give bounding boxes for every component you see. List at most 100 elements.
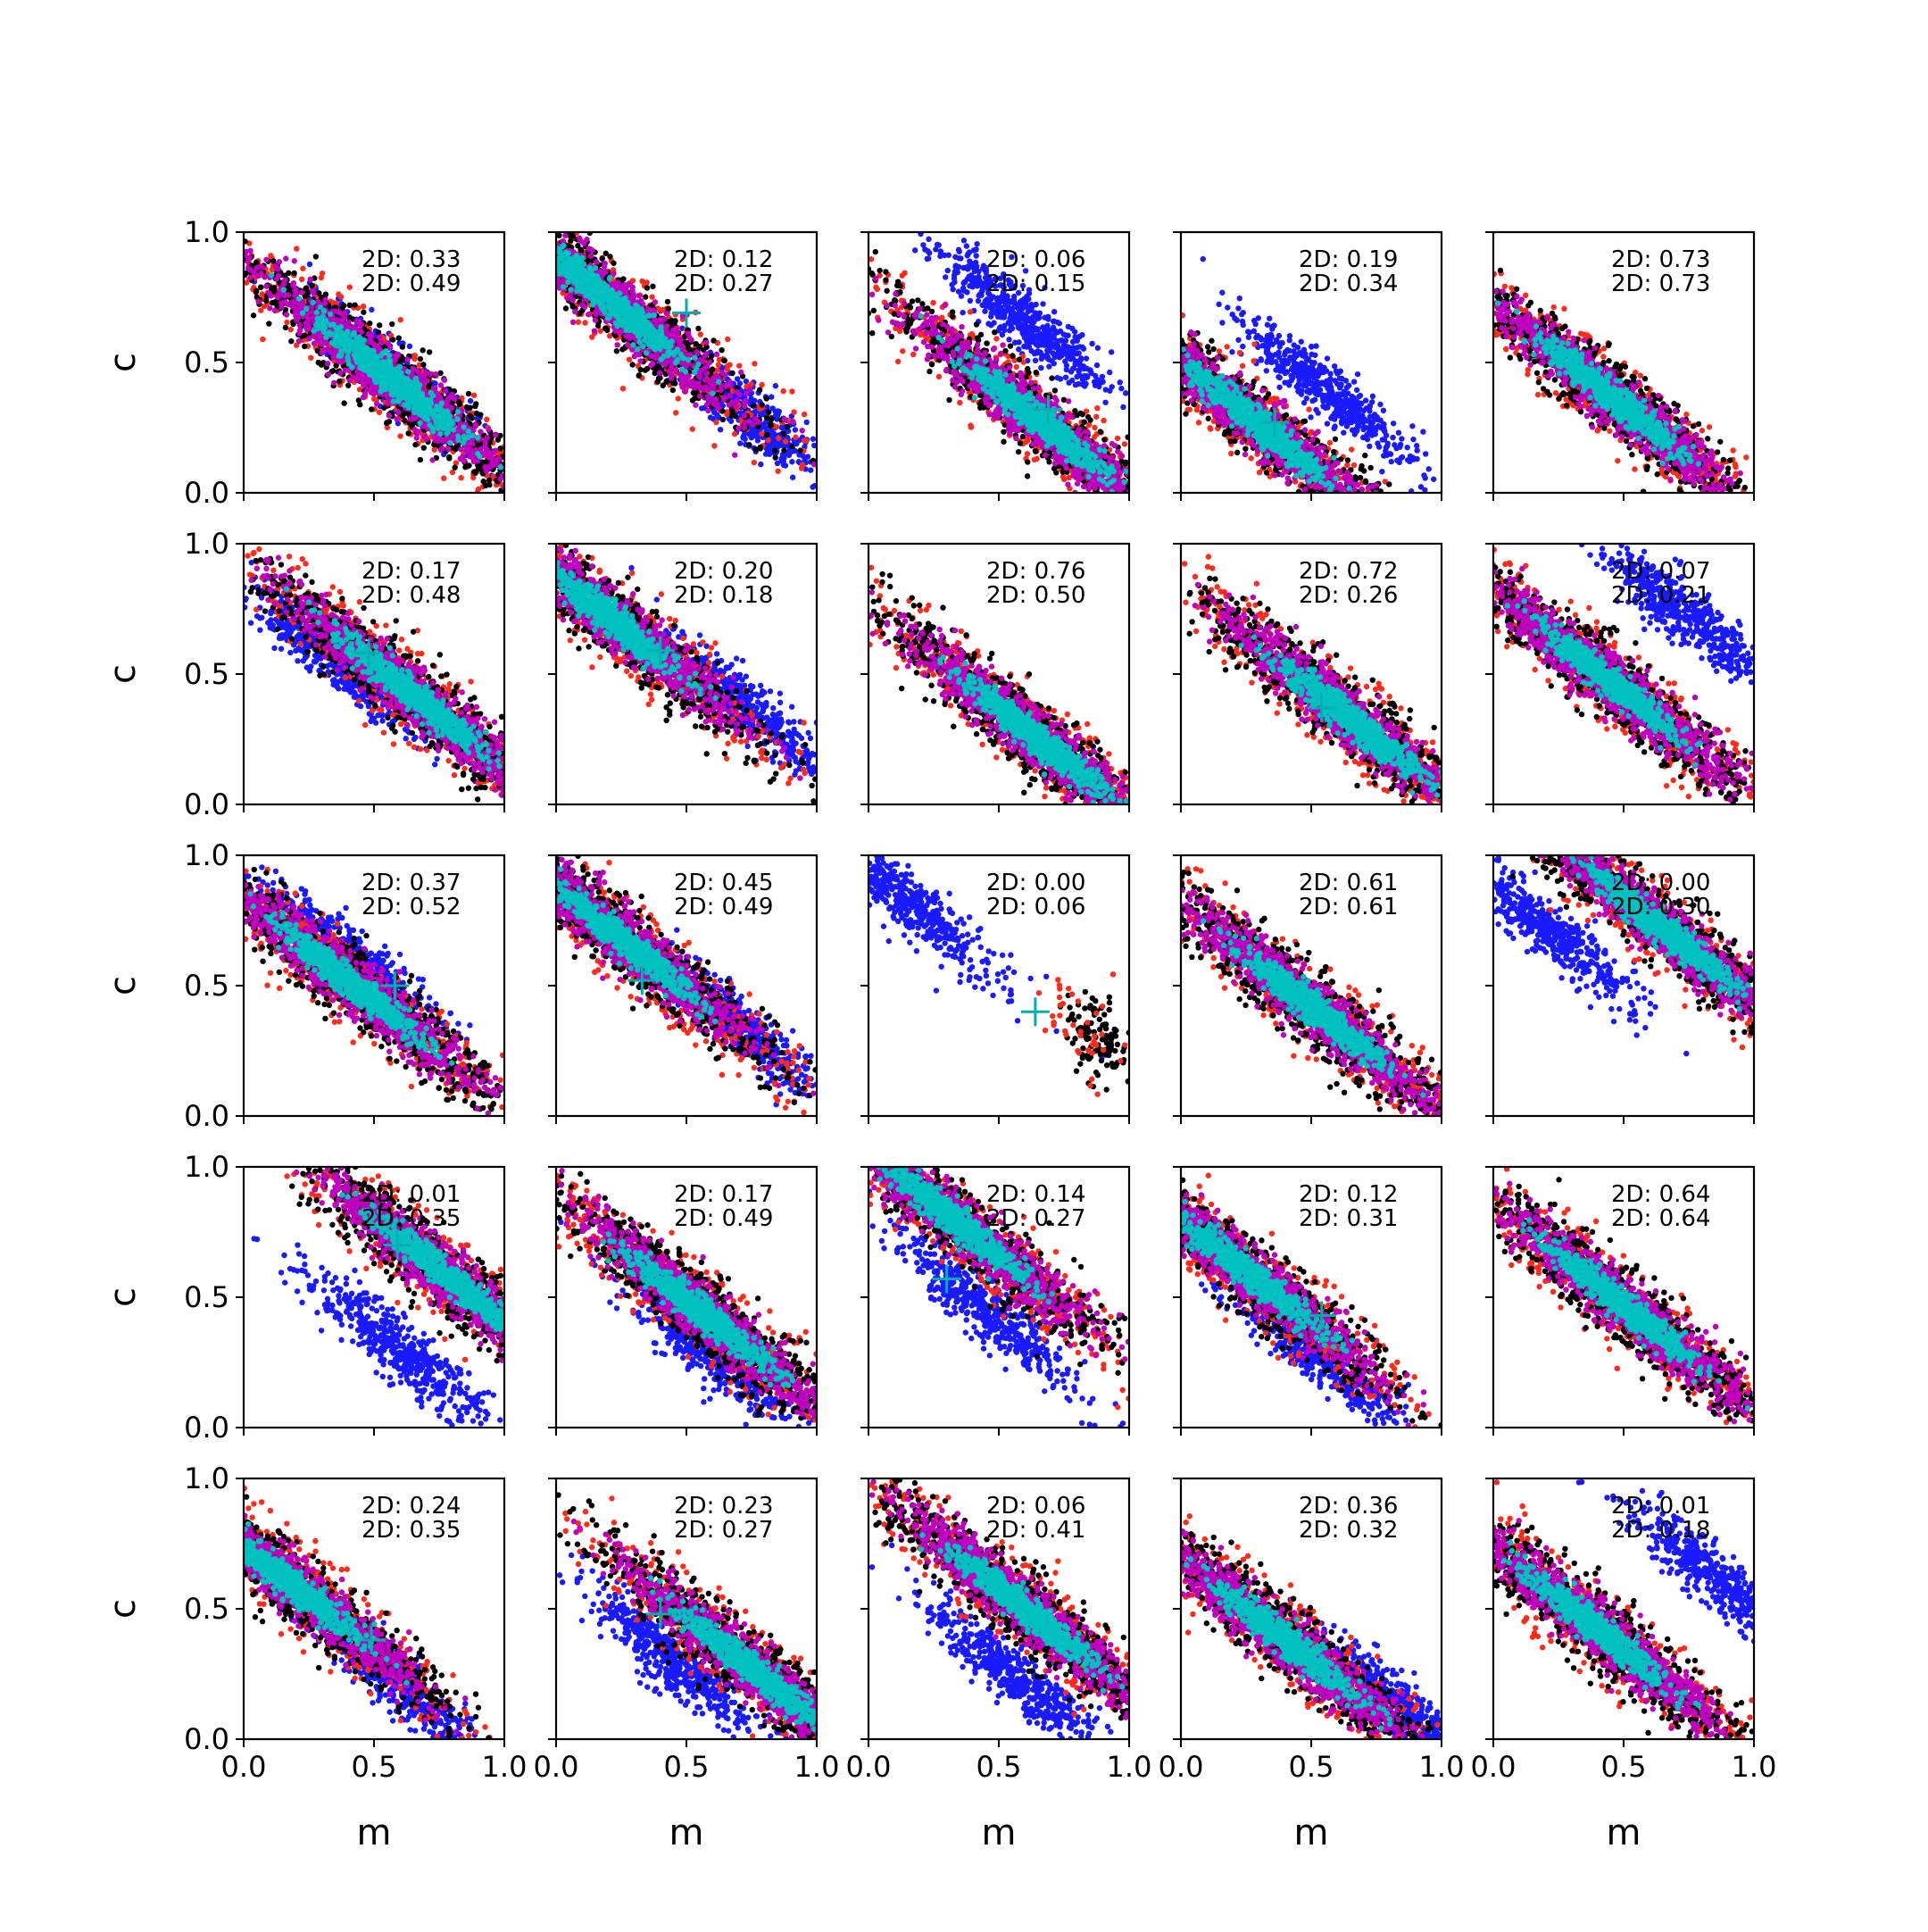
scatter-point bbox=[495, 437, 501, 442]
scatter-point bbox=[452, 396, 457, 401]
scatter-point bbox=[437, 431, 443, 437]
scatter-point bbox=[269, 285, 274, 290]
scatter-point bbox=[296, 296, 302, 301]
scatter-point bbox=[462, 464, 468, 470]
scatter-point bbox=[708, 414, 713, 420]
scatter-point bbox=[643, 294, 648, 299]
scatter-point bbox=[576, 320, 581, 325]
scatter-point bbox=[453, 445, 459, 450]
scatter-point bbox=[449, 404, 454, 410]
scatter-point bbox=[804, 420, 810, 425]
scatter-point bbox=[338, 351, 344, 356]
scatter-point bbox=[455, 409, 461, 414]
scatter-point bbox=[282, 299, 287, 304]
scatter-point bbox=[314, 310, 320, 315]
scatter-point bbox=[498, 464, 503, 470]
scatter-point bbox=[414, 368, 420, 373]
scatter-point bbox=[611, 261, 616, 266]
scatter-point bbox=[345, 321, 351, 326]
scatter-point bbox=[307, 262, 312, 267]
scatter-point bbox=[386, 357, 392, 362]
scatter-point bbox=[482, 445, 487, 450]
scatter-point bbox=[349, 364, 354, 370]
scatter-point bbox=[337, 371, 343, 376]
scatter-point bbox=[752, 460, 757, 465]
scatter-point bbox=[300, 311, 305, 316]
scatter-point bbox=[744, 379, 749, 384]
scatter-point bbox=[475, 451, 480, 456]
scatter-point bbox=[466, 391, 471, 396]
scatter-point bbox=[357, 341, 362, 346]
scatter-point bbox=[740, 434, 745, 439]
scatter-point bbox=[308, 277, 313, 282]
scatter-point bbox=[278, 304, 284, 310]
scatter-point bbox=[455, 437, 461, 443]
scatter-point bbox=[363, 356, 369, 362]
scatter-point bbox=[357, 321, 362, 326]
scatter-point bbox=[364, 387, 370, 392]
y-tick-label: 0.5 bbox=[184, 346, 229, 379]
scatter-point bbox=[328, 349, 334, 354]
scatter-point bbox=[757, 387, 762, 392]
scatter-point bbox=[790, 475, 795, 480]
scatter-point bbox=[373, 379, 378, 385]
y-tick-label: 0.0 bbox=[184, 476, 229, 510]
scatter-point bbox=[304, 313, 310, 319]
scatter-point bbox=[773, 454, 778, 460]
scatter-point bbox=[445, 397, 451, 403]
scatter-point bbox=[330, 368, 336, 373]
scatter-point bbox=[430, 411, 436, 416]
scatter-point bbox=[412, 353, 418, 358]
scatter-point bbox=[299, 289, 304, 295]
scatter-point bbox=[441, 475, 446, 480]
scatter-point bbox=[735, 376, 740, 381]
scatter-point bbox=[350, 331, 355, 337]
scatter-point bbox=[397, 433, 403, 438]
scatter-point bbox=[629, 362, 635, 367]
scatter-point bbox=[286, 271, 291, 276]
scatter-point bbox=[604, 328, 610, 333]
scatter-point bbox=[291, 271, 296, 276]
scatter-point bbox=[361, 310, 366, 315]
scatter-point bbox=[396, 379, 402, 384]
scatter-point bbox=[497, 476, 503, 481]
scatter-point bbox=[292, 258, 297, 263]
scatter-point bbox=[262, 304, 267, 309]
scatter-point bbox=[418, 457, 423, 462]
scatter-point bbox=[713, 420, 719, 425]
scatter-point bbox=[789, 459, 794, 464]
scatter-point bbox=[369, 307, 374, 312]
scatter-point bbox=[405, 369, 411, 374]
scatter-point bbox=[327, 329, 332, 335]
scatter-point bbox=[783, 438, 788, 444]
scatter-point bbox=[471, 393, 477, 398]
scatter-point bbox=[395, 390, 401, 396]
scatter-point bbox=[377, 322, 382, 328]
scatter-point bbox=[352, 339, 357, 345]
scatter-point bbox=[369, 406, 374, 412]
scatter-point bbox=[283, 325, 288, 330]
scatter-point bbox=[296, 330, 302, 336]
scatter-point bbox=[316, 290, 321, 296]
scatter-point bbox=[810, 437, 816, 442]
scatter-point bbox=[414, 430, 420, 436]
scatter-point bbox=[367, 321, 372, 326]
scatter-point bbox=[303, 306, 309, 312]
scatter-point bbox=[292, 287, 297, 293]
scatter-point bbox=[716, 362, 721, 368]
scatter-point bbox=[306, 336, 312, 341]
scatter-point bbox=[424, 437, 429, 442]
scatter-point bbox=[258, 284, 263, 289]
scatter-point bbox=[725, 337, 730, 342]
scatter-point bbox=[799, 465, 804, 471]
scatter-point bbox=[418, 408, 423, 413]
scatter-point bbox=[427, 371, 432, 377]
scatter-point bbox=[690, 426, 695, 431]
scatter-point bbox=[347, 346, 353, 352]
scatter-point bbox=[268, 293, 273, 298]
scatter-point bbox=[259, 271, 264, 276]
scatter-point bbox=[484, 417, 489, 422]
scatter-point bbox=[445, 446, 451, 452]
scatter-point bbox=[755, 437, 760, 443]
scatter-point bbox=[430, 429, 436, 434]
